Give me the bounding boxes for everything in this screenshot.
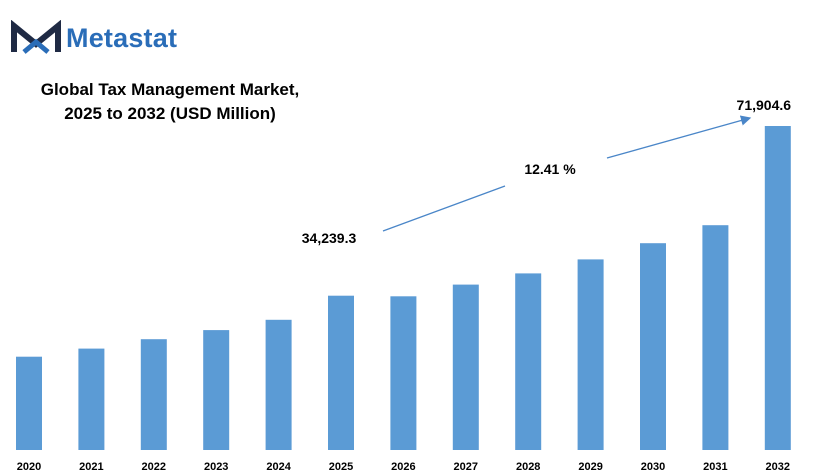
bar-2020 [16,356,42,450]
x-tick-label: 2032 [766,461,790,473]
bar-2032 [764,126,791,450]
brand-name: Metastat [66,22,178,53]
bar-2029 [577,259,604,450]
metastat-logo-icon [11,20,61,54]
chart-title-line1: Global Tax Management Market, [40,80,300,99]
trend-arrow-segment-2 [606,115,752,159]
x-tick-label: 2031 [703,461,727,473]
x-tick-label: 2026 [391,461,415,473]
bar-2026 [390,296,417,450]
trend-arrow-segment-1 [382,185,506,232]
x-tick-label: 2021 [79,461,103,473]
bar-2028 [515,273,542,450]
bar-2021 [78,348,105,450]
x-tick-label: 2029 [578,461,602,473]
cagr-label: 12.41 % [524,161,576,177]
bar-2030 [640,243,666,450]
bar-2024 [265,319,292,450]
bar-2025 [328,295,354,450]
chart-title: Global Tax Management Market, 2025 to 20… [12,78,328,126]
chart-title-line2: 2025 to 2032 (USD Million) [64,104,276,123]
x-tick-label: 2023 [204,461,228,473]
data-label-2032: 71,904.6 [737,97,792,113]
brand-logo: Metastat [10,18,177,58]
bar-2027 [452,284,479,450]
bar-2023 [203,330,230,450]
x-tick-label: 2025 [329,461,353,473]
x-tick-label: 2022 [142,461,166,473]
x-tick-label: 2024 [266,461,291,473]
x-tick-label: 2020 [17,461,41,473]
bar-2022 [140,339,167,450]
bar-2031 [702,225,729,450]
x-tick-label: 2028 [516,461,540,473]
data-label-2025: 34,239.3 [302,230,357,246]
x-tick-label: 2027 [454,461,478,473]
x-tick-label: 2030 [641,461,665,473]
